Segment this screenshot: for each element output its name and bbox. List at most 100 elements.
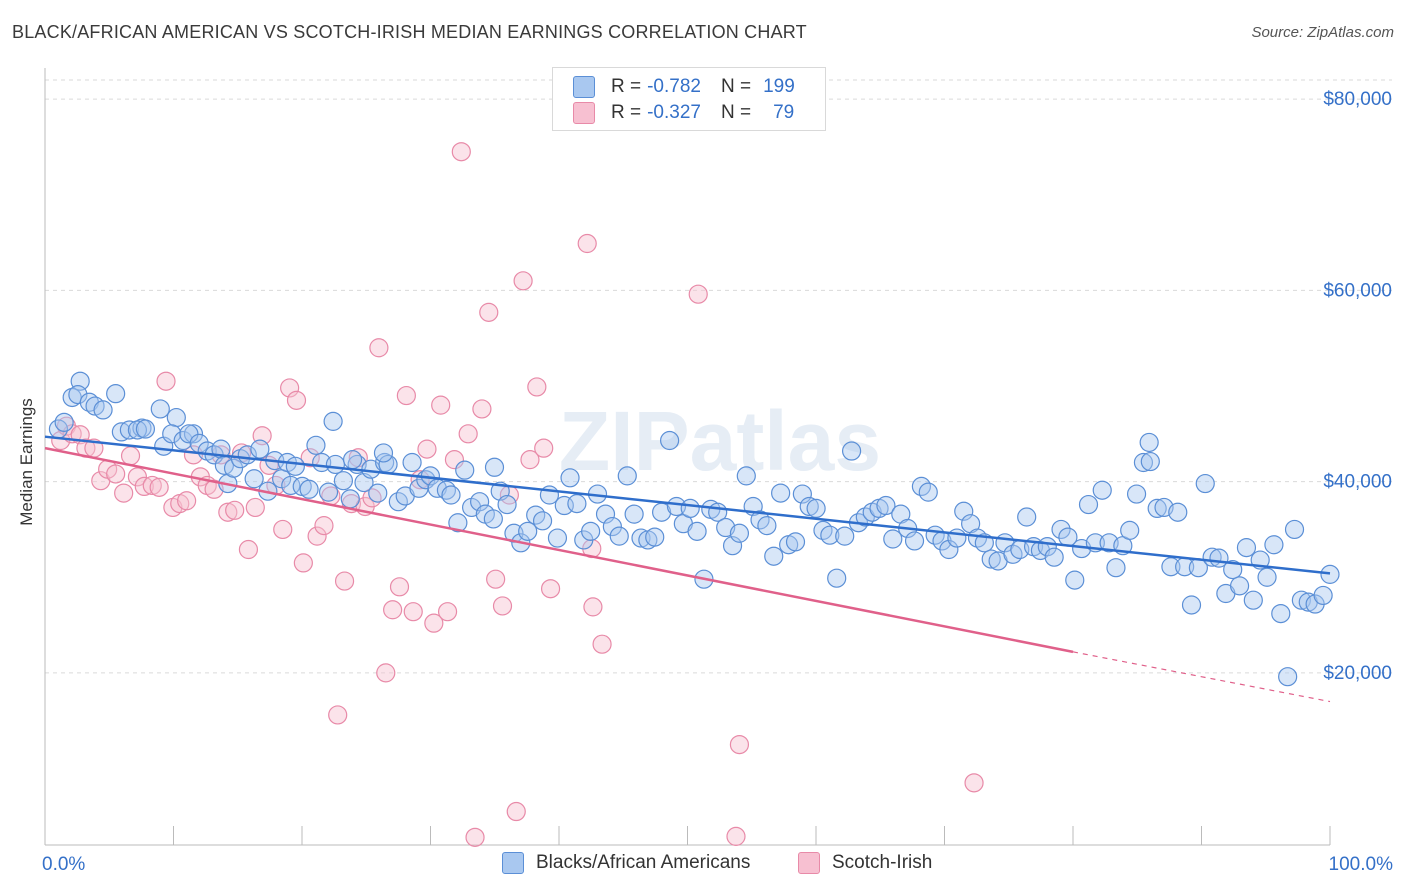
black-african-american-point bbox=[223, 458, 244, 478]
scotch-irish-point bbox=[307, 526, 327, 546]
scotch-irish-point bbox=[688, 284, 708, 304]
black-african-american-point bbox=[547, 528, 568, 548]
black-african-american-point bbox=[484, 457, 505, 477]
black-african-american-point bbox=[806, 498, 826, 518]
watermark: ZIPatlas bbox=[559, 394, 881, 488]
y-tick-label: $20,000 bbox=[1323, 663, 1392, 684]
black-african-american-point bbox=[1092, 480, 1112, 500]
black-african-american-point bbox=[333, 471, 354, 491]
scotch-irish-point bbox=[403, 602, 423, 622]
black-african-american-point bbox=[883, 529, 903, 549]
black-african-american-point bbox=[602, 516, 622, 537]
pink-swatch bbox=[798, 852, 820, 874]
y-tick-label: $80,000 bbox=[1323, 89, 1392, 110]
legend-row-scotch-irish: R = -0.327 N = 79 bbox=[573, 100, 794, 126]
scotch-irish-point bbox=[479, 302, 499, 322]
scotch-irish-point bbox=[417, 439, 437, 459]
black-african-american-point bbox=[617, 466, 637, 486]
bottom-legend-scotch-irish[interactable]: Scotch-Irish bbox=[798, 852, 932, 874]
scotch-irish-point bbox=[383, 600, 403, 620]
scotch-irish-point bbox=[238, 539, 259, 560]
black-african-american-point bbox=[1271, 603, 1291, 624]
scotch-irish-point bbox=[218, 502, 238, 522]
scotch-irish-point bbox=[156, 371, 176, 391]
scotch-irish-point bbox=[120, 446, 141, 466]
scotch-irish-point bbox=[486, 569, 506, 589]
stats-legend: R = -0.782 N = 199 R = -0.327 N = 79 bbox=[552, 67, 826, 131]
black-african-american-point bbox=[211, 439, 231, 459]
scotch-irish-point bbox=[328, 705, 348, 725]
scotch-irish-point bbox=[273, 519, 293, 540]
scotch-irish-point bbox=[527, 377, 547, 397]
bottom-legend-blacks[interactable]: Blacks/African Americans bbox=[502, 852, 750, 874]
scotch-irish-point bbox=[424, 613, 444, 633]
r-value: -0.782 bbox=[647, 76, 701, 97]
black-african-american-point bbox=[1236, 538, 1257, 558]
black-african-american-point bbox=[820, 525, 840, 545]
scotch-irish-points bbox=[51, 142, 984, 847]
black-african-american-point bbox=[835, 526, 855, 546]
scotch-irish-point bbox=[520, 450, 540, 470]
black-african-american-point bbox=[368, 483, 388, 503]
black-african-american-point bbox=[1284, 519, 1305, 540]
black-african-american-point bbox=[373, 443, 394, 463]
black-african-american-point bbox=[470, 492, 490, 512]
scotch-irish-point bbox=[280, 378, 300, 398]
black-african-american-point bbox=[1106, 558, 1126, 578]
r-label: R = bbox=[611, 76, 642, 97]
black-african-american-point bbox=[127, 420, 148, 440]
black-african-american-point bbox=[306, 435, 326, 455]
black-african-american-point bbox=[1181, 595, 1202, 615]
black-african-american-point bbox=[1257, 567, 1277, 587]
black-african-american-point bbox=[1147, 498, 1167, 518]
black-african-american-point bbox=[1223, 559, 1243, 580]
black-african-american-point bbox=[1243, 590, 1263, 610]
black-african-american-point bbox=[402, 452, 422, 473]
black-african-american-point bbox=[106, 384, 126, 404]
black-african-american-point bbox=[631, 528, 651, 548]
black-african-american-point bbox=[1065, 570, 1085, 590]
scotch-irish-point bbox=[726, 826, 746, 846]
scotch-irish-point bbox=[458, 424, 478, 444]
black-african-american-point bbox=[918, 482, 938, 502]
source-label: Source: ZipAtlas.com bbox=[1251, 24, 1394, 41]
chart-title: BLACK/AFRICAN AMERICAN VS SCOTCH-IRISH M… bbox=[12, 22, 807, 42]
blacks-trend-line bbox=[44, 435, 1331, 575]
scotch-irish-point bbox=[114, 483, 134, 503]
black-african-american-point bbox=[904, 531, 925, 551]
scotch-irish-trend-line bbox=[44, 446, 1074, 654]
scotch-irish-point bbox=[286, 390, 307, 410]
scotch-irish-point bbox=[540, 579, 561, 599]
black-african-american-point bbox=[448, 513, 468, 533]
black-african-american-point bbox=[244, 469, 264, 489]
y-axis-title: Median Earnings bbox=[17, 398, 36, 526]
black-african-american-point bbox=[1140, 451, 1160, 472]
black-african-american-point bbox=[687, 521, 707, 541]
black-african-american-point bbox=[135, 419, 156, 439]
black-african-american-point bbox=[250, 439, 270, 459]
black-african-american-point bbox=[1320, 564, 1340, 584]
pink-swatch bbox=[573, 102, 595, 124]
scotch-irish-point bbox=[389, 577, 410, 597]
scotch-irish-point bbox=[583, 597, 603, 617]
black-african-american-point bbox=[68, 385, 88, 405]
scotch-irish-point bbox=[437, 602, 458, 622]
black-african-american-point bbox=[680, 498, 700, 518]
black-african-american-point bbox=[1313, 585, 1333, 606]
blue-swatch bbox=[573, 76, 595, 98]
n-label: N = bbox=[720, 102, 752, 123]
r-value: -0.327 bbox=[647, 102, 701, 123]
scotch-irish-point bbox=[369, 338, 389, 358]
black-african-american-point bbox=[1078, 494, 1099, 515]
black-african-american-point bbox=[660, 430, 680, 451]
blue-swatch bbox=[502, 852, 524, 874]
black-african-american-point bbox=[939, 539, 959, 560]
black-african-american-point bbox=[645, 527, 665, 547]
scotch-irish-point bbox=[729, 734, 750, 755]
black-african-american-point bbox=[624, 504, 644, 524]
black-african-american-point bbox=[736, 466, 756, 486]
black-african-american-point bbox=[299, 479, 319, 499]
black-african-american-point bbox=[179, 424, 199, 444]
black-african-american-point bbox=[1195, 473, 1215, 494]
black-african-american-point bbox=[1133, 452, 1154, 473]
